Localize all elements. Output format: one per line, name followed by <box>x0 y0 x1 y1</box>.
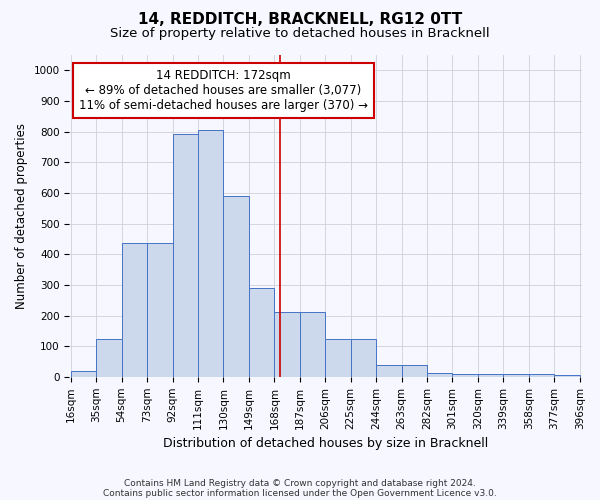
Bar <box>529 374 554 377</box>
Bar <box>122 244 147 377</box>
Bar <box>427 373 452 377</box>
Bar <box>503 374 529 377</box>
Bar <box>147 244 173 377</box>
Bar <box>401 365 427 377</box>
Bar <box>554 374 580 377</box>
Text: Contains HM Land Registry data © Crown copyright and database right 2024.: Contains HM Land Registry data © Crown c… <box>124 478 476 488</box>
Bar <box>96 340 122 377</box>
Bar <box>249 288 274 377</box>
Bar <box>350 338 376 377</box>
Bar <box>452 374 478 377</box>
Bar <box>173 134 198 377</box>
Y-axis label: Number of detached properties: Number of detached properties <box>15 123 28 309</box>
Text: 14 REDDITCH: 172sqm
← 89% of detached houses are smaller (3,077)
11% of semi-det: 14 REDDITCH: 172sqm ← 89% of detached ho… <box>79 68 368 112</box>
Bar <box>223 196 249 377</box>
Bar <box>478 374 503 377</box>
Bar <box>198 130 223 377</box>
X-axis label: Distribution of detached houses by size in Bracknell: Distribution of detached houses by size … <box>163 437 488 450</box>
Text: Size of property relative to detached houses in Bracknell: Size of property relative to detached ho… <box>110 28 490 40</box>
Text: Contains public sector information licensed under the Open Government Licence v3: Contains public sector information licen… <box>103 488 497 498</box>
Bar <box>325 338 350 377</box>
Text: 14, REDDITCH, BRACKNELL, RG12 0TT: 14, REDDITCH, BRACKNELL, RG12 0TT <box>138 12 462 28</box>
Bar <box>274 312 300 377</box>
Bar <box>300 312 325 377</box>
Bar <box>376 365 401 377</box>
Bar <box>71 372 96 377</box>
